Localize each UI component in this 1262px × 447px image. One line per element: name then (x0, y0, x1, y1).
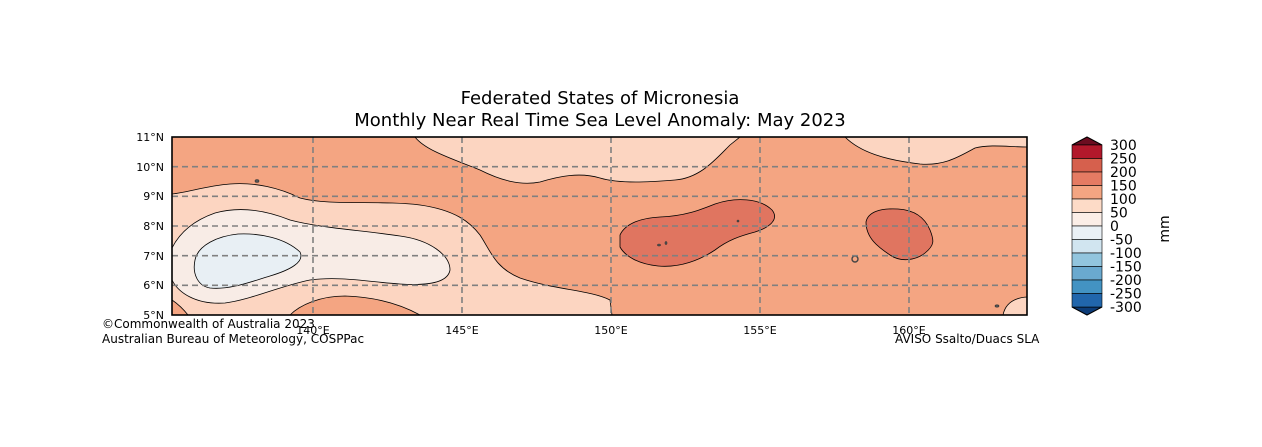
credit-left: ©Commonwealth of Australia 2023 Australi… (102, 317, 364, 347)
anomaly-band-minus50-0 (193, 233, 302, 289)
lat-label: 5°N (143, 309, 164, 322)
anomaly-band-50-100-north (414, 137, 741, 184)
anomaly-field (172, 137, 1027, 315)
colorbar-tick-label: 150 (1110, 179, 1137, 195)
map-frame (171, 136, 1028, 316)
credit-agency: Australian Bureau of Meteorology, COSPPa… (102, 332, 365, 346)
colorbar-swatch (1071, 293, 1103, 308)
credit-right: AVISO Ssalto/Duacs SLA (895, 332, 1040, 346)
lon-label: 150°E (594, 324, 627, 337)
colorbar-swatch (1071, 198, 1103, 213)
colorbar-tick-label: -50 (1110, 233, 1133, 249)
lat-label: 7°N (143, 250, 164, 263)
anomaly-band-150-200-east (865, 208, 934, 261)
colorbar-swatch (1071, 252, 1103, 267)
colorbar-tick-label: -150 (1110, 260, 1142, 276)
chart-title: Federated States of Micronesia (460, 88, 740, 109)
anomaly-band-100-150-corner (172, 299, 189, 315)
colorbar-tick-label: 50 (1110, 206, 1128, 222)
colorbar-swatch (1071, 266, 1103, 281)
lat-label: 8°N (143, 220, 164, 233)
colorbar-swatch (1071, 144, 1103, 159)
colorbar-tick-label: 250 (1110, 152, 1137, 168)
longitude-labels: 140°E 145°E 150°E 155°E 160°E (296, 324, 925, 337)
colorbar-swatch (1071, 185, 1103, 200)
colorbar-swatch (1071, 225, 1103, 240)
lat-label: 11°N (136, 131, 164, 144)
colorbar-unit-label: mm (1157, 215, 1173, 242)
anomaly-band-50-100-southeast (1002, 296, 1027, 315)
colorbar-swatch (1071, 171, 1103, 186)
colorbar-extend-max (1071, 136, 1103, 146)
colorbar-swatch (1071, 279, 1103, 294)
colorbar-tick-label: -250 (1110, 287, 1142, 303)
colorbar-tick-label: 100 (1110, 192, 1137, 208)
anomaly-band-50-100-northeast (844, 137, 1027, 165)
lon-label: 140°E (296, 324, 329, 337)
colorbar-swatch (1071, 158, 1103, 173)
lon-label: 160°E (892, 324, 925, 337)
anomaly-band-150-200-central (619, 199, 775, 267)
colorbar-tick-label: 200 (1110, 165, 1137, 181)
colorbar-tick-label: 0 (1110, 219, 1119, 235)
lat-label: 9°N (143, 190, 164, 203)
colorbar-tick-label: -100 (1110, 246, 1142, 262)
lon-label: 155°E (743, 324, 776, 337)
credit-copyright: ©Commonwealth of Australia 2023 (102, 317, 315, 331)
colorbar-extend-min (1071, 306, 1103, 316)
lat-label: 10°N (136, 161, 164, 174)
gridlines (172, 137, 1027, 315)
colorbar: 300250200150100500-50-100-150-200-250-30… (1071, 136, 1142, 316)
chart-subtitle: Monthly Near Real Time Sea Level Anomaly… (354, 110, 846, 131)
colorbar-swatch (1071, 212, 1103, 227)
lat-label: 6°N (143, 279, 164, 292)
colorbar-swatch (1071, 239, 1103, 254)
colorbar-tick-label: 300 (1110, 138, 1137, 154)
colorbar-tick-label: -200 (1110, 273, 1142, 289)
lon-label: 145°E (445, 324, 478, 337)
latitude-labels: 11°N 10°N 9°N 8°N 7°N 6°N 5°N (136, 131, 164, 322)
anomaly-band-100-150-southwest (289, 295, 421, 315)
colorbar-tick-label: -300 (1110, 300, 1142, 316)
